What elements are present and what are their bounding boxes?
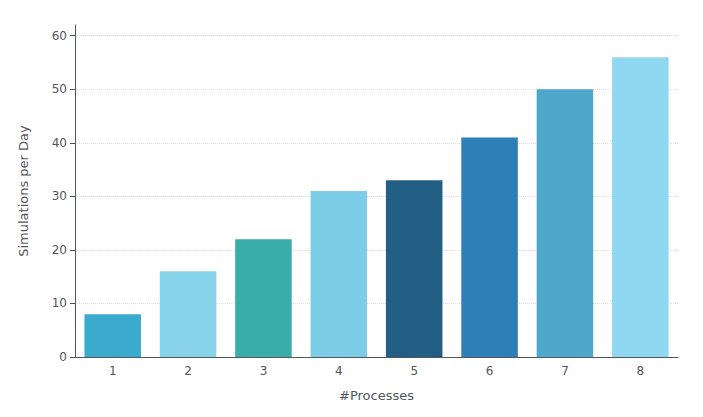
svg-text:5: 5 [410,364,418,378]
svg-text:Simulations per Day: Simulations per Day [16,125,31,257]
svg-text:7: 7 [561,364,569,378]
svg-text:60: 60 [52,29,67,43]
svg-text:2: 2 [184,364,192,378]
svg-text:0: 0 [59,350,67,364]
svg-text:8: 8 [636,364,644,378]
svg-text:4: 4 [335,364,343,378]
svg-text:30: 30 [52,189,67,203]
svg-text:1: 1 [109,364,117,378]
svg-text:#Processes: #Processes [339,388,414,403]
svg-text:3: 3 [260,364,268,378]
svg-text:50: 50 [52,82,67,96]
svg-text:40: 40 [52,136,67,150]
svg-text:10: 10 [52,296,67,310]
svg-text:20: 20 [52,243,67,257]
svg-text:6: 6 [486,364,494,378]
